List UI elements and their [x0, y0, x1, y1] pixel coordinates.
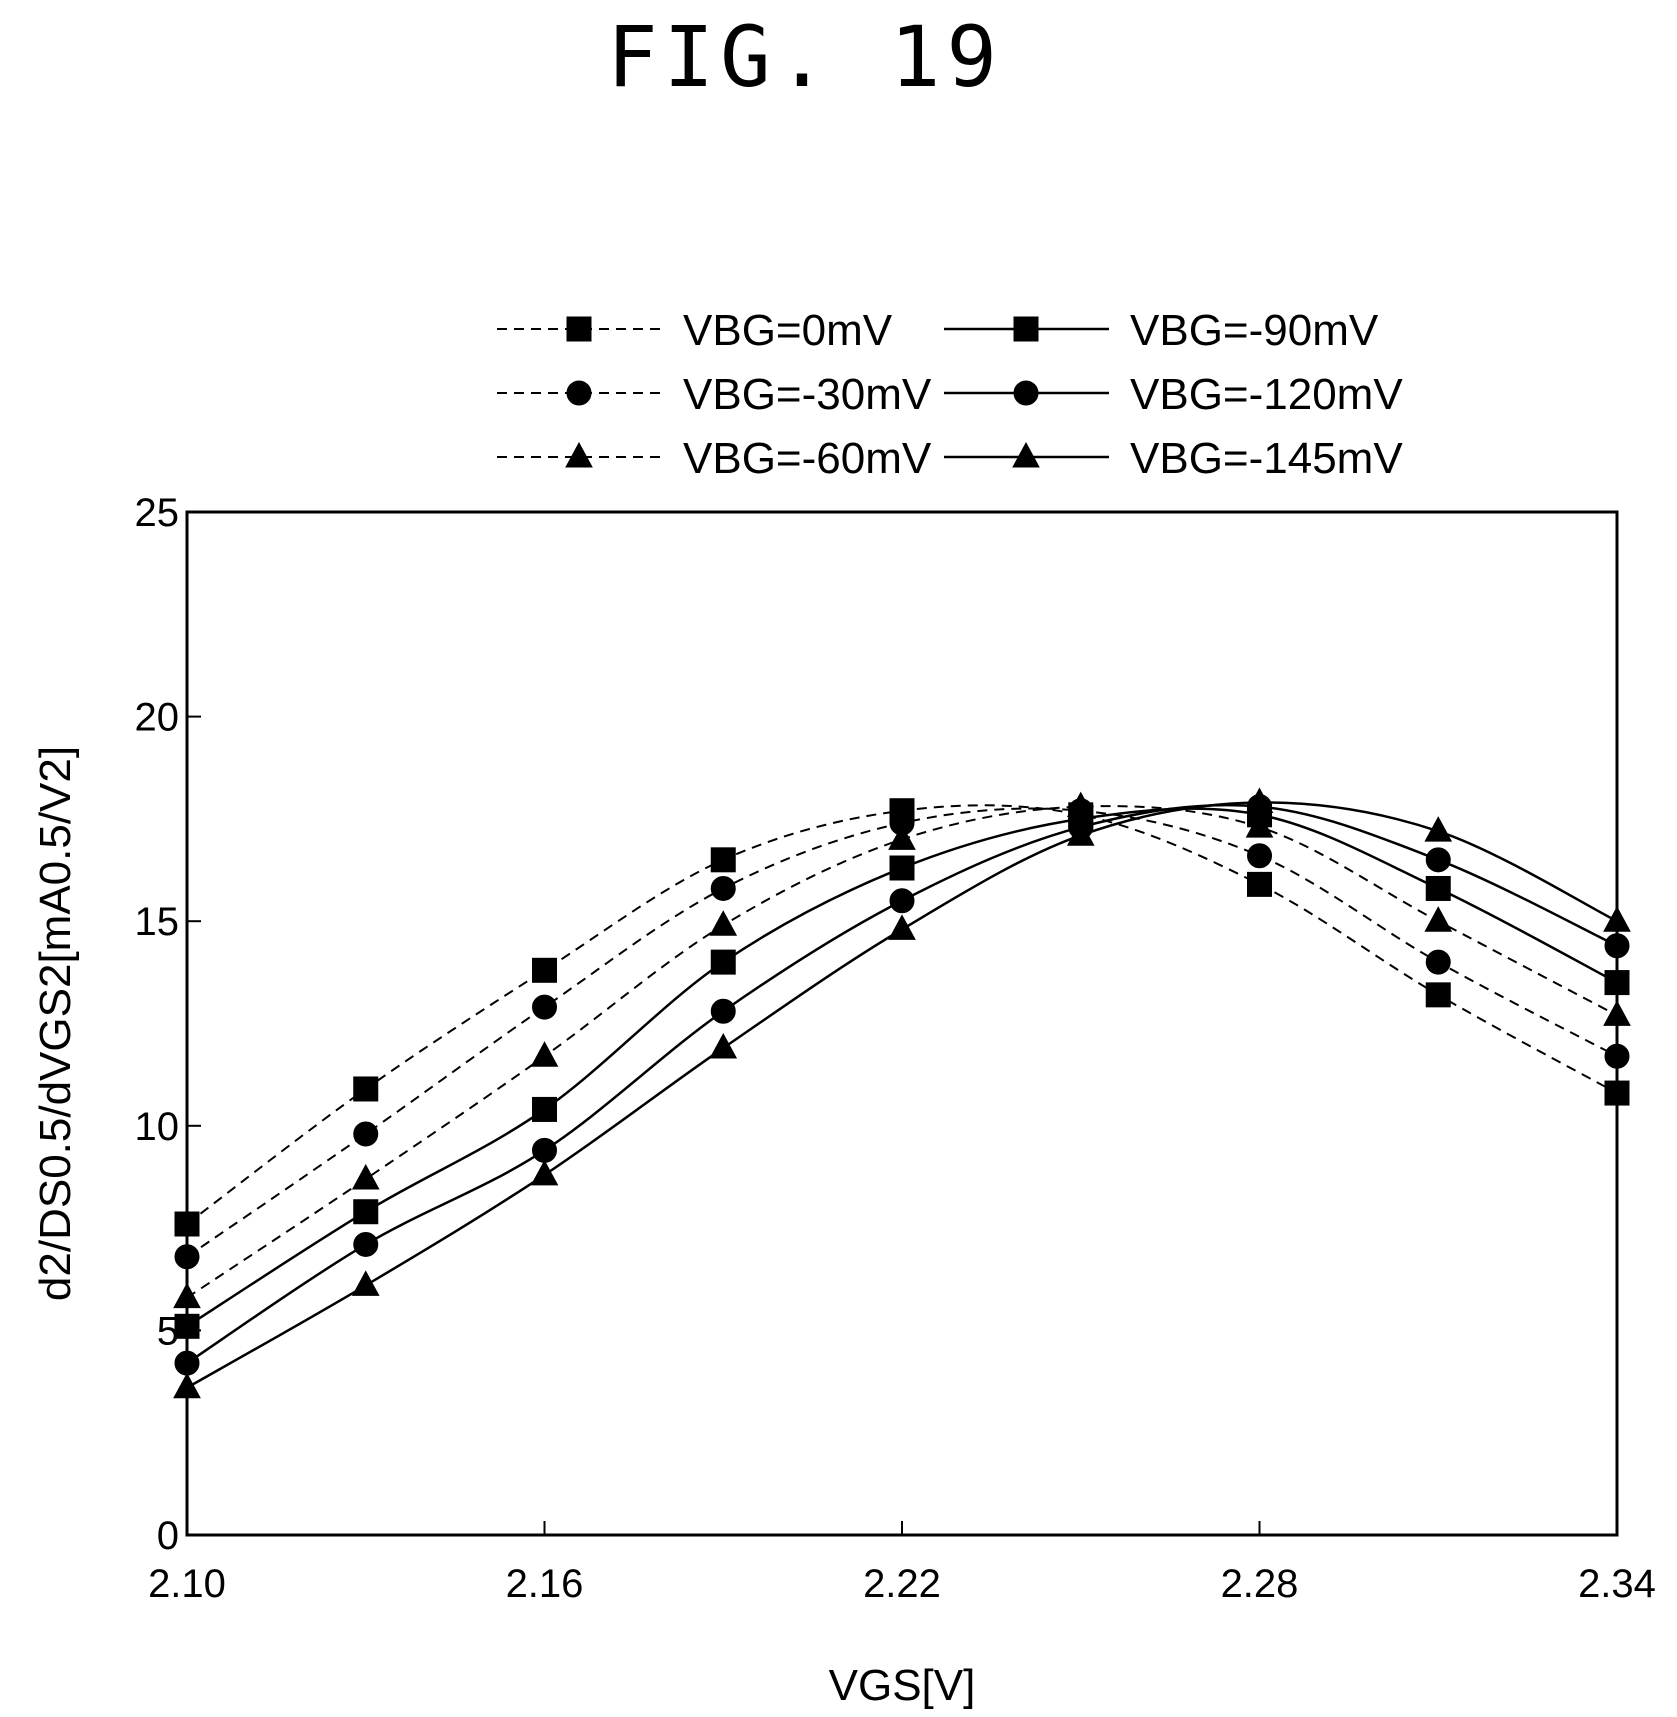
series-VBG=-120mV: [174, 794, 1630, 1376]
plot-area: [185, 510, 1619, 1537]
data-point: [173, 1282, 201, 1309]
data-point: [888, 824, 916, 850]
x-tick-label: 2.22: [863, 1562, 941, 1606]
data-point: [710, 847, 736, 873]
data-point: [353, 1199, 379, 1225]
y-tick-label: 0: [157, 1514, 179, 1558]
data-point: [532, 1096, 557, 1122]
data-point: [1425, 949, 1451, 975]
data-point: [709, 1033, 738, 1059]
x-tick-label: 2.34: [1578, 1562, 1656, 1606]
data-point: [1245, 787, 1274, 814]
legend-label: VBG=-30mV: [683, 370, 932, 419]
data-point: [1604, 1080, 1630, 1106]
series-line: [186, 807, 1618, 1328]
legend-item: VBG=-30mV: [497, 370, 932, 419]
data-point: [1424, 906, 1453, 932]
y-tick-label: 15: [135, 900, 180, 944]
data-point: [1247, 843, 1272, 869]
data-point: [709, 910, 738, 936]
legend-label: VBG=-145mV: [1130, 434, 1403, 483]
x-tick-label: 2.28: [1221, 1562, 1299, 1606]
data-point: [1424, 816, 1453, 842]
data-point: [1603, 906, 1631, 932]
data-point: [530, 1159, 559, 1186]
data-point: [1425, 875, 1451, 901]
data-point: [174, 1211, 200, 1237]
series-VBG=-145mV: [173, 787, 1631, 1399]
legend-label: VBG=-60mV: [683, 434, 932, 483]
data-point: [353, 1076, 379, 1102]
data-point: [1603, 1000, 1631, 1026]
data-point: [889, 855, 915, 881]
legend-item: VBG=-60mV: [497, 434, 932, 483]
legend-item: VBG=-120mV: [944, 370, 1403, 419]
data-point: [710, 949, 736, 975]
data-point: [530, 1041, 559, 1067]
x-tick-label: 2.16: [506, 1562, 584, 1606]
y-tick-label: 20: [135, 696, 180, 740]
data-point: [889, 888, 915, 914]
data-point: [1425, 847, 1451, 873]
data-point: [353, 1121, 379, 1147]
y-tick-label: 25: [135, 491, 180, 535]
data-point: [174, 1350, 200, 1376]
data-point: [174, 1313, 200, 1339]
legend-item: VBG=-145mV: [944, 434, 1403, 483]
data-point: [888, 914, 916, 940]
legend-label: VBG=-90mV: [1130, 306, 1379, 355]
legend-item: VBG=-90mV: [944, 306, 1379, 355]
x-axis-label: VGS[V]: [829, 1661, 976, 1710]
data-point: [1247, 871, 1272, 897]
data-point: [710, 998, 736, 1024]
data-point: [1604, 970, 1630, 996]
legend-marker: [566, 316, 592, 342]
legend: VBG=0mV VBG=-30mV VBG=-60mV VBG=-90mV VBG=-1…: [497, 306, 1403, 483]
data-point: [1604, 1043, 1630, 1069]
data-point: [173, 1372, 201, 1399]
data-point: [532, 957, 557, 983]
data-point: [532, 1137, 557, 1163]
data-point: [174, 1244, 200, 1270]
legend-marker: [1013, 380, 1039, 406]
data-point: [710, 875, 736, 901]
y-tick-label: 5: [157, 1309, 179, 1353]
data-point: [351, 1163, 380, 1190]
data-point: [351, 1270, 380, 1296]
legend-item: VBG=0mV: [497, 306, 893, 355]
series-layer: [173, 787, 1631, 1399]
legend-marker: [566, 380, 592, 406]
axis-ticks: 2.10 2.16 2.22 2.28 2.34 0 5 10 15 20 25: [135, 491, 1656, 1606]
y-tick-label: 10: [135, 1105, 180, 1149]
data-point: [532, 994, 557, 1020]
series-line: [186, 803, 1618, 1365]
legend-label: VBG=-120mV: [1130, 370, 1403, 419]
y-axis-label: d2/DS0.5/dVGS2[mA0.5/V2]: [31, 746, 80, 1301]
figure-title: FIG. 19: [606, 8, 1003, 106]
legend-label: VBG=0mV: [683, 306, 893, 355]
legend-marker: [1012, 441, 1040, 468]
data-point: [353, 1231, 379, 1257]
data-point: [1425, 982, 1451, 1008]
legend-marker: [565, 441, 593, 468]
data-point: [1604, 933, 1630, 959]
data-point: [1066, 820, 1095, 846]
x-tick-label: 2.10: [148, 1562, 226, 1606]
axis-labels: VGS[V] d2/DS0.5/dVGS2[mA0.5/V2]: [31, 746, 975, 1710]
legend-marker: [1013, 316, 1039, 342]
